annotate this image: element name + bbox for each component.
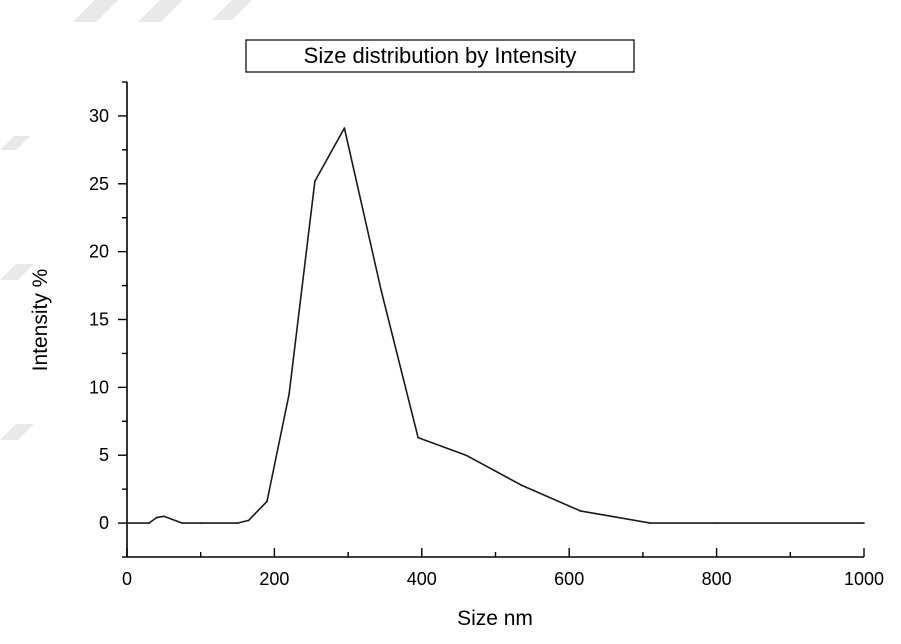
y-tick-label: 20	[89, 242, 109, 262]
data-point	[266, 500, 268, 503]
data-point	[579, 510, 582, 512]
data-point	[343, 127, 346, 129]
y-tick-label: 15	[89, 310, 109, 330]
data-point	[314, 180, 316, 182]
x-tick-label: 0	[122, 569, 132, 589]
x-axis-title: Size nm	[457, 607, 533, 630]
x-tick-label: 800	[702, 569, 732, 589]
y-tick-label: 0	[99, 513, 109, 533]
data-point	[380, 290, 383, 292]
y-tick-label: 5	[99, 445, 109, 465]
series-group	[126, 127, 865, 524]
data-point	[247, 519, 250, 522]
chart-title-box	[245, 39, 635, 73]
data-point	[199, 522, 202, 524]
y-axis-title: Intensity %	[29, 269, 52, 372]
x-tick-label: 1000	[844, 569, 884, 589]
data-point	[126, 522, 128, 524]
data-point	[520, 484, 523, 486]
series-line-0	[127, 127, 864, 524]
x-tick-label: 600	[554, 569, 584, 589]
data-point	[863, 522, 865, 524]
data-point	[417, 436, 419, 439]
data-point	[163, 515, 165, 518]
y-tick-label: 25	[89, 174, 109, 194]
chart-title-group: Size distribution by Intensity	[245, 39, 635, 73]
data-point	[288, 393, 290, 395]
chart-title: Size distribution by Intensity	[304, 43, 577, 68]
y-tick-label: 30	[89, 106, 109, 126]
y-axis-ticks: 0 5 10 15 20 25 30	[89, 81, 127, 558]
data-point	[155, 516, 158, 519]
x-tick-label: 200	[259, 569, 289, 589]
x-axis-ticks: 0 200 400 600 800 1000	[122, 548, 884, 589]
data-point	[649, 522, 652, 524]
data-point	[715, 522, 718, 524]
x-tick-label: 400	[407, 569, 437, 589]
data-point	[170, 518, 172, 520]
y-tick-label: 10	[89, 377, 109, 397]
data-point	[236, 522, 239, 524]
watermark	[0, 0, 252, 440]
data-point	[148, 522, 150, 524]
data-point	[181, 522, 184, 524]
data-point	[465, 454, 467, 457]
